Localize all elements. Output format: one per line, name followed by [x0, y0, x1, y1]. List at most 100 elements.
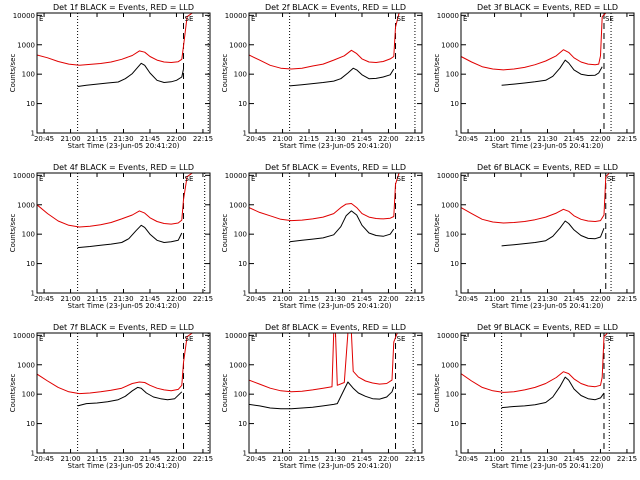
corner-letter-marker: SE — [397, 175, 406, 183]
x-tick-label: 20:45 — [34, 295, 54, 303]
panel-det-2: Det 2f BLACK = Events, RED = LLD Counts/s… — [221, 3, 425, 150]
y-tick-label: 1000 — [17, 361, 35, 369]
x-tick-label: 20:45 — [458, 295, 478, 303]
x-axis-label: Start Time (23-Jun-05 20:41:20) — [68, 302, 180, 310]
y-tick-label: 10 — [450, 420, 459, 428]
y-tick-label: 100 — [22, 71, 35, 79]
y-tick-label: 1 — [455, 450, 459, 458]
x-tick-label: 22:15 — [193, 135, 213, 143]
corner-letter-left: E — [39, 335, 43, 343]
y-tick-label: 1 — [243, 130, 247, 138]
y-tick-label: 100 — [22, 391, 35, 399]
x-tick-label: 21:00 — [272, 295, 292, 303]
x-tick-label: 21:00 — [484, 455, 504, 463]
y-tick-label: 1 — [455, 130, 459, 138]
series-events-line — [77, 386, 183, 407]
y-axis-label: Counts/sec — [221, 374, 229, 413]
x-axis-label: Start Time (23-Jun-05 20:41:20) — [492, 302, 604, 310]
x-axis-label: Start Time (23-Jun-05 20:41:20) — [280, 462, 392, 470]
y-tick-label: 100 — [22, 231, 35, 239]
y-tick-label: 1000 — [441, 201, 459, 209]
series-lld-line — [37, 333, 193, 395]
x-tick-label: 22:15 — [405, 295, 425, 303]
panel-title: Det 4f BLACK = Events, RED = LLD — [53, 163, 194, 172]
x-tick-label: 21:00 — [60, 455, 80, 463]
x-tick-label: 21:30 — [113, 455, 133, 463]
x-tick-label: 20:45 — [246, 295, 266, 303]
x-tick-label: 21:15 — [87, 455, 107, 463]
y-tick-label: 10000 — [437, 332, 459, 340]
corner-letter-left: E — [251, 175, 255, 183]
x-tick-label: 21:30 — [537, 295, 557, 303]
y-tick-label: 1 — [31, 130, 35, 138]
plot-frame — [36, 332, 211, 454]
panel-title: Det 6f BLACK = Events, RED = LLD — [477, 163, 618, 172]
y-axis-label: Counts/sec — [9, 374, 17, 413]
corner-letter-marker: SE — [605, 335, 614, 343]
y-tick-label: 1000 — [17, 41, 35, 49]
x-tick-label: 21:15 — [299, 455, 319, 463]
y-tick-label: 100 — [234, 391, 247, 399]
y-tick-label: 100 — [446, 391, 459, 399]
y-tick-label: 10 — [450, 100, 459, 108]
plot-frame — [460, 332, 635, 454]
corner-letter-marker: SE — [605, 15, 614, 23]
y-tick-label: 10000 — [225, 12, 247, 20]
x-tick-label: 22:00 — [378, 455, 398, 463]
x-tick-label: 20:45 — [34, 135, 54, 143]
panel-det-8: Det 8f BLACK = Events, RED = LLD Counts/s… — [221, 323, 425, 470]
x-tick-label: 21:15 — [511, 455, 531, 463]
x-tick-label: 22:00 — [166, 295, 186, 303]
panel-title: Det 8f BLACK = Events, RED = LLD — [265, 323, 406, 332]
y-tick-label: 1000 — [229, 201, 247, 209]
panel-title: Det 2f BLACK = Events, RED = LLD — [265, 3, 406, 12]
corner-letter-left: E — [251, 335, 255, 343]
y-axis-label: Counts/sec — [433, 214, 441, 253]
y-tick-label: 10 — [238, 260, 247, 268]
y-tick-label: 1000 — [441, 41, 459, 49]
panel-det-9: Det 9f BLACK = Events, RED = LLD Counts/s… — [433, 323, 637, 470]
y-tick-label: 10000 — [225, 332, 247, 340]
panel-title: Det 7f BLACK = Events, RED = LLD — [53, 323, 194, 332]
y-tick-label: 10000 — [225, 172, 247, 180]
plot-frame — [36, 12, 211, 134]
series-lld-line — [249, 333, 398, 393]
panel-title: Det 3f BLACK = Events, RED = LLD — [477, 3, 618, 12]
y-tick-label: 10000 — [13, 332, 35, 340]
x-tick-label: 20:45 — [458, 455, 478, 463]
x-tick-label: 21:45 — [564, 135, 584, 143]
x-tick-label: 21:15 — [299, 135, 319, 143]
x-tick-label: 20:45 — [458, 135, 478, 143]
plot-frame — [248, 332, 423, 454]
series-lld-line — [461, 173, 610, 224]
plot-frame — [248, 12, 423, 134]
corner-letter-marker: SE — [397, 15, 406, 23]
y-tick-label: 1 — [31, 290, 35, 298]
y-tick-label: 1000 — [229, 361, 247, 369]
y-axis-label: Counts/sec — [221, 54, 229, 93]
x-tick-label: 22:00 — [166, 135, 186, 143]
corner-letter-left: E — [463, 15, 467, 23]
panel-title: Det 9f BLACK = Events, RED = LLD — [477, 323, 618, 332]
y-axis-label: Counts/sec — [221, 214, 229, 253]
x-axis-label: Start Time (23-Jun-05 20:41:20) — [280, 142, 392, 150]
x-tick-label: 22:15 — [193, 295, 213, 303]
corner-letter-marker: SE — [397, 335, 406, 343]
plot-frame — [36, 172, 211, 294]
x-tick-label: 21:15 — [511, 135, 531, 143]
x-tick-label: 21:15 — [87, 295, 107, 303]
x-tick-label: 21:45 — [140, 455, 160, 463]
series-lld-line — [37, 173, 193, 228]
x-tick-label: 21:45 — [140, 135, 160, 143]
y-tick-label: 10 — [450, 260, 459, 268]
y-tick-label: 100 — [234, 71, 247, 79]
series-events-line — [77, 224, 183, 249]
x-tick-label: 21:45 — [352, 455, 372, 463]
series-events-line — [501, 59, 603, 86]
x-tick-label: 22:00 — [166, 455, 186, 463]
x-tick-label: 22:15 — [617, 135, 637, 143]
x-tick-label: 21:00 — [484, 295, 504, 303]
panel-det-7: Det 7f BLACK = Events, RED = LLD Counts/s… — [9, 323, 213, 470]
panel-title: Det 1f BLACK = Events, RED = LLD — [53, 3, 194, 12]
